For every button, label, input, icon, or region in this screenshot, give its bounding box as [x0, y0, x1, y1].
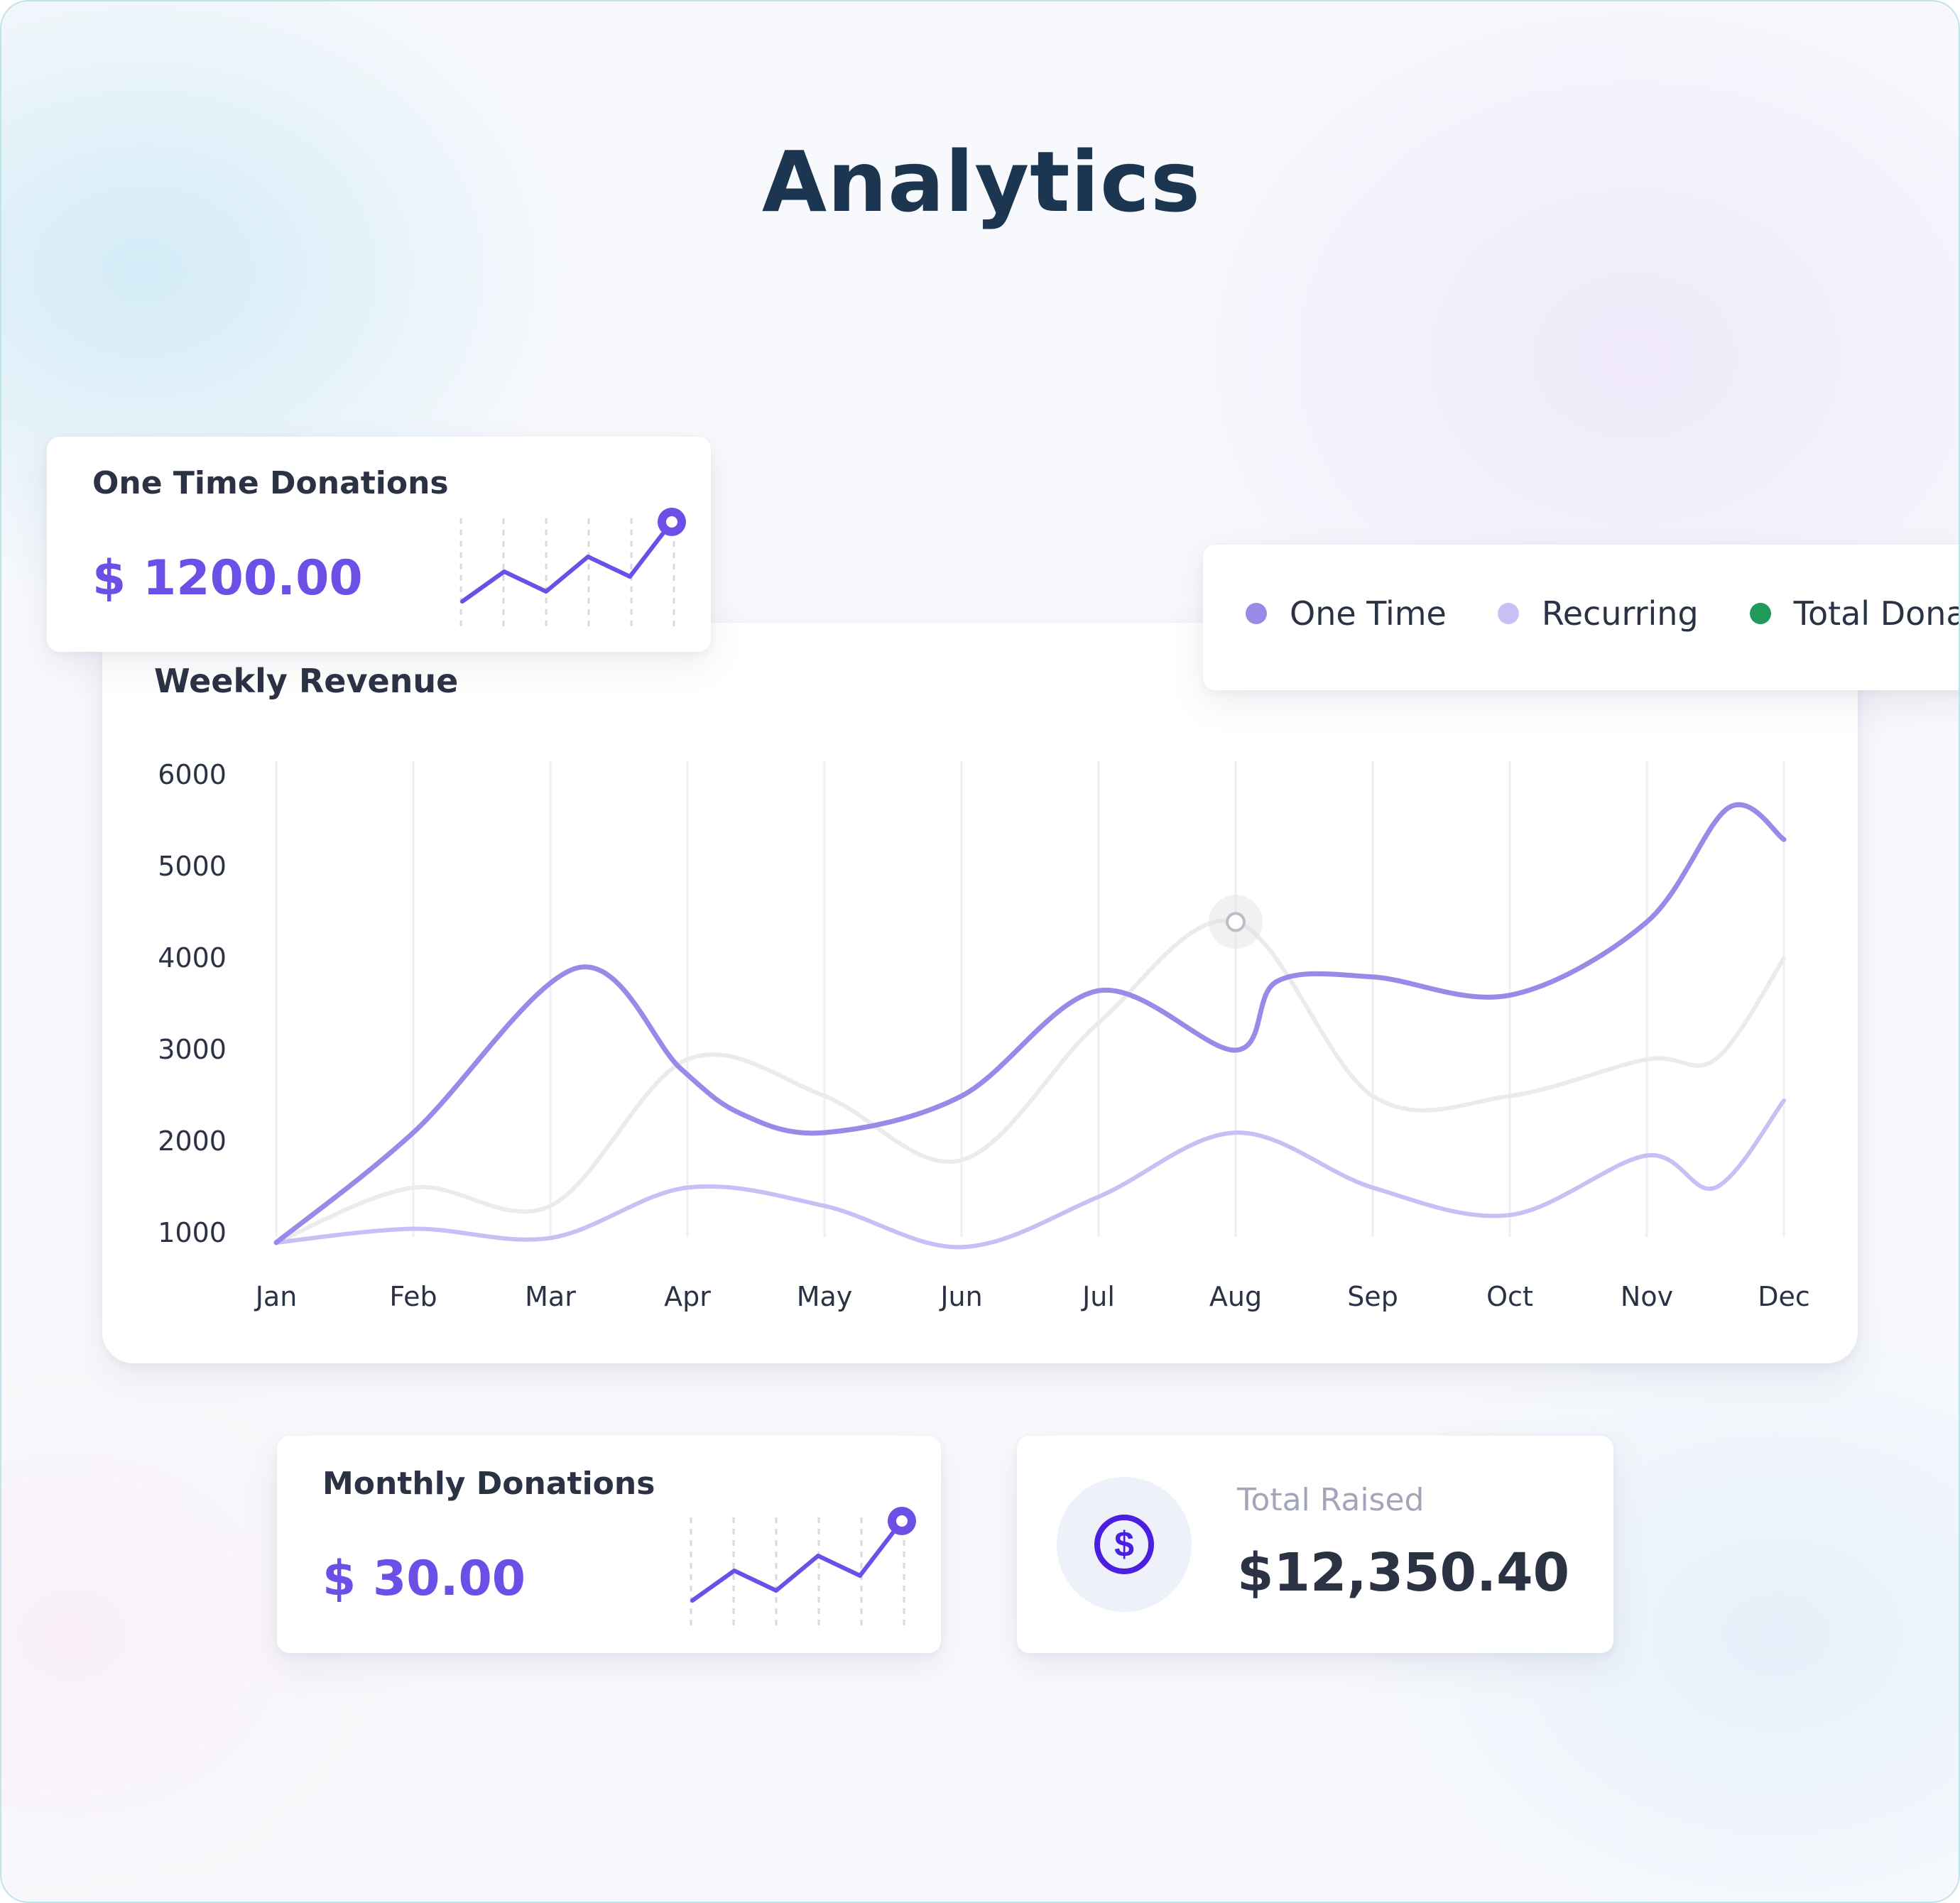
- y-tick-label: 5000: [158, 851, 227, 882]
- spark-endpoint-center: [666, 516, 677, 528]
- svg-text:$: $: [1114, 1525, 1134, 1564]
- legend-dot: [1749, 603, 1771, 624]
- legend-item[interactable]: Recurring: [1497, 594, 1699, 633]
- legend-label: One Time: [1290, 594, 1447, 633]
- y-tick-label: 1000: [158, 1217, 227, 1248]
- legend-row: One Time Recurring Total Donati: [1246, 594, 1959, 633]
- monthly-donations-value: $ 30.00: [322, 1551, 526, 1607]
- highlight-point[interactable]: [1226, 912, 1246, 932]
- spark-line: [690, 1519, 904, 1603]
- page-title: Analytics: [761, 133, 1202, 231]
- total-raised-label: Total Raised: [1237, 1482, 1425, 1518]
- x-tick-label: Apr: [664, 1281, 711, 1312]
- x-tick-label: Nov: [1621, 1281, 1673, 1312]
- chart-title: Weekly Revenue: [154, 662, 459, 700]
- legend-label: Total Donati: [1793, 594, 1959, 633]
- legend-dot: [1246, 603, 1267, 624]
- total-raised-card: $ Total Raised $12,350.40: [1017, 1436, 1613, 1653]
- x-tick-label: Oct: [1486, 1281, 1533, 1312]
- x-tick-label: Sep: [1347, 1281, 1398, 1312]
- one-time-sparkline: [459, 508, 686, 628]
- one-time-donations-label: One Time Donations: [92, 465, 449, 501]
- x-tick-label: Jan: [254, 1281, 298, 1312]
- monthly-sparkline: [690, 1507, 916, 1627]
- legend-item[interactable]: One Time: [1246, 594, 1447, 633]
- x-tick-label: Dec: [1758, 1281, 1810, 1312]
- one-time-donations-value: $ 1200.00: [92, 550, 363, 606]
- x-tick-label: Jun: [939, 1281, 982, 1312]
- x-tick-label: Feb: [389, 1281, 437, 1312]
- weekly-revenue-card: Weekly Revenue Jan Feb Mar Apr May Jun Jul Aug S…: [102, 623, 1858, 1363]
- one-time-donations-card: One Time Donations $ 1200.00: [47, 437, 711, 652]
- x-tick-label: Aug: [1209, 1281, 1262, 1312]
- spark-endpoint-center: [896, 1515, 908, 1527]
- x-tick-label: Mar: [525, 1281, 576, 1312]
- chart-legend: One Time Recurring Total Donati: [1203, 545, 1959, 690]
- series-line-one-time: [273, 802, 1787, 1245]
- monthly-donations-card: Monthly Donations $ 30.00: [277, 1436, 941, 1653]
- legend-item[interactable]: Total Donati: [1749, 594, 1959, 633]
- x-tick-label: Jul: [1081, 1281, 1115, 1312]
- legend-label: Recurring: [1541, 594, 1699, 633]
- series-line-total-donations: [274, 918, 1786, 1245]
- monthly-donations-label: Monthly Donations: [322, 1466, 655, 1502]
- x-tick-label: May: [797, 1281, 853, 1312]
- weekly-revenue-chart: Jan Feb Mar Apr May Jun Jul Aug Sep Oct Nov Dec 6000…: [158, 759, 1810, 1312]
- spark-line: [460, 520, 674, 604]
- y-tick-label: 2000: [158, 1125, 227, 1157]
- dollar-circle-icon: $: [1057, 1477, 1192, 1612]
- y-tick-label: 3000: [158, 1034, 227, 1065]
- series-line-recurring: [274, 1098, 1786, 1250]
- y-tick-label: 4000: [158, 942, 227, 974]
- legend-dot: [1497, 603, 1519, 624]
- total-raised-value: $12,350.40: [1237, 1542, 1570, 1603]
- y-tick-label: 6000: [158, 759, 227, 790]
